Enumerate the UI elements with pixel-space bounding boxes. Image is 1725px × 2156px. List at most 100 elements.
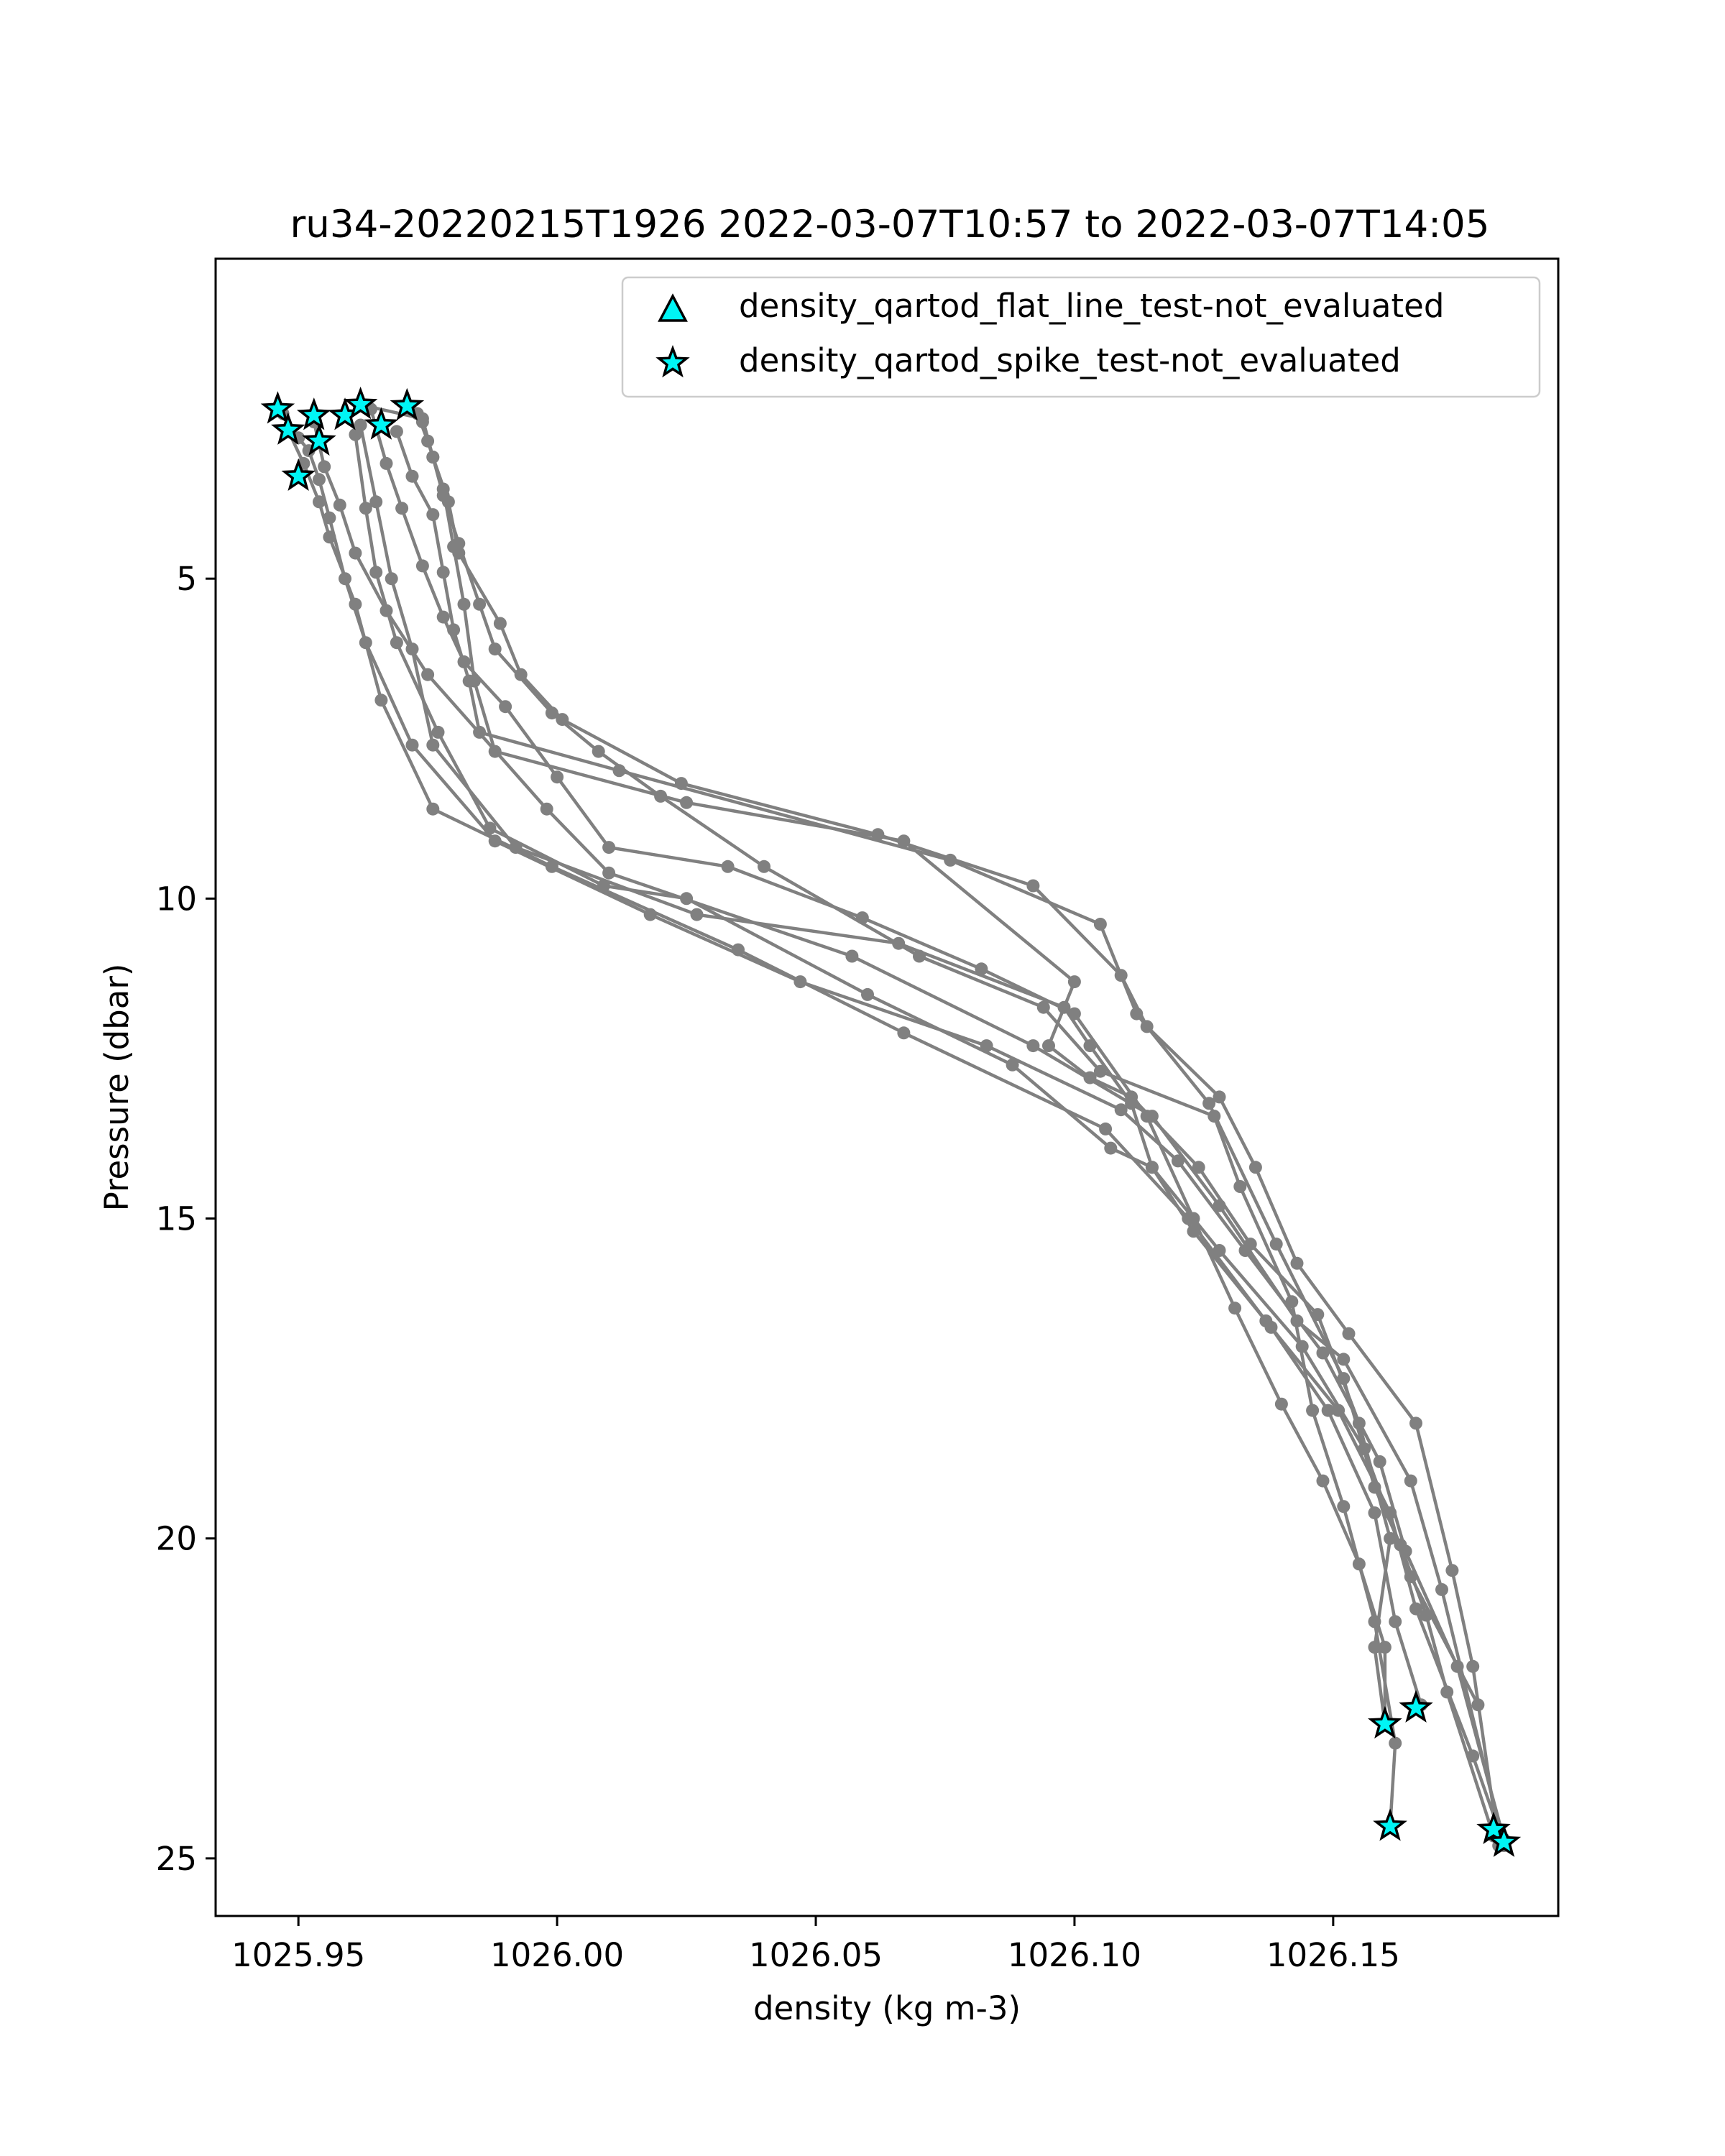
chart-title: ru34-20220215T1926 2022-03-07T10:57 to 2…	[290, 203, 1490, 247]
profile-point	[380, 456, 393, 470]
profile-point	[1378, 1641, 1392, 1654]
profile-point	[556, 713, 569, 727]
profile-point	[1042, 1039, 1055, 1053]
star-marker-icon	[656, 344, 690, 378]
profile-point	[1140, 1110, 1154, 1123]
profile-point	[1248, 1161, 1262, 1174]
y-axis-label: Pressure (dbar)	[98, 964, 136, 1212]
profile-line	[354, 434, 1423, 1705]
profile-point	[313, 495, 326, 509]
y-axis-ticks: 5 10 15 20 25	[156, 560, 216, 1878]
profile-point	[1036, 1000, 1050, 1014]
profile-point	[1435, 1583, 1448, 1596]
y-tick-label: 25	[156, 1840, 197, 1878]
legend-label-spike: density_qartod_spike_test-not_evaluated	[739, 341, 1401, 379]
profile-point	[1104, 1141, 1118, 1155]
profile-point	[1114, 1103, 1128, 1117]
profile-point	[1404, 1474, 1417, 1488]
profile-point	[1316, 1474, 1330, 1488]
profile-point	[1192, 1161, 1205, 1174]
profile-point	[1213, 1090, 1226, 1104]
profile-point	[1420, 1608, 1433, 1622]
profile-point	[1026, 879, 1040, 893]
profile-point	[1213, 1244, 1226, 1257]
series-layer	[276, 399, 1511, 1853]
profile-point	[395, 502, 409, 515]
spike-test-star-marker	[390, 387, 425, 421]
profile-point	[452, 546, 466, 560]
profile-point	[369, 495, 383, 509]
profile-point	[758, 860, 770, 873]
spike-test-star-marker	[271, 412, 305, 445]
profile-point	[1125, 1090, 1138, 1104]
profile-point	[1093, 918, 1107, 931]
profile-point	[1114, 969, 1128, 982]
profile-point	[318, 460, 331, 474]
profile-series-10	[359, 399, 1506, 1853]
x-axis-label: density (kg m-3)	[753, 1989, 1021, 2027]
profile-point	[405, 642, 419, 656]
profile-point	[861, 987, 874, 1001]
profile-point	[354, 418, 367, 432]
profile-point	[359, 502, 372, 515]
profile-point	[426, 738, 440, 752]
profile-point	[1099, 1122, 1113, 1135]
profile-point	[349, 597, 362, 611]
profile-point	[871, 828, 885, 842]
spike-test-star-marker	[1373, 1808, 1407, 1841]
profile-point	[1233, 1180, 1247, 1193]
spike-test-star-marker	[1486, 1824, 1522, 1857]
profile-point	[1285, 1295, 1299, 1309]
profile-point	[1290, 1256, 1304, 1270]
profile-point	[680, 796, 694, 809]
profile-point	[441, 495, 455, 509]
profile-point	[390, 636, 403, 650]
profile-series-6	[364, 402, 1392, 1731]
profile-point	[436, 566, 450, 579]
profile-point	[1264, 1320, 1278, 1334]
profile-point	[980, 1039, 993, 1053]
profile-point	[1202, 1097, 1216, 1110]
profile-point	[323, 530, 336, 544]
spike-test-star-marker	[260, 391, 295, 424]
spike-test-star-marker	[364, 407, 399, 440]
profile-point	[457, 597, 471, 611]
profile-point	[431, 725, 445, 739]
profile-point	[551, 770, 564, 784]
profile-point	[654, 789, 668, 803]
profile-point	[313, 473, 326, 487]
profile-point	[690, 908, 704, 921]
profile-point	[1208, 1110, 1221, 1123]
profile-point	[390, 425, 403, 438]
profile-point	[1445, 1564, 1459, 1577]
profile-point	[1140, 1020, 1154, 1033]
profile-point	[488, 745, 502, 758]
profile-point	[385, 572, 398, 586]
y-tick-label: 20	[156, 1520, 197, 1558]
profile-point	[592, 745, 605, 758]
profile-point	[1409, 1602, 1422, 1616]
y-tick-label: 15	[156, 1200, 197, 1238]
profile-point	[1466, 1659, 1480, 1673]
profile-point	[1321, 1404, 1335, 1417]
legend-label-flat-line: density_qartod_flat_line_test-not_evalua…	[739, 287, 1444, 325]
profile-point	[1228, 1302, 1242, 1315]
profile-point	[602, 866, 616, 880]
profile-point	[1026, 1039, 1040, 1053]
profile-point	[514, 668, 528, 681]
profile-point	[602, 841, 616, 854]
profile-point	[483, 821, 497, 835]
profile-point	[1368, 1506, 1381, 1520]
profile-point	[1389, 1736, 1402, 1750]
profile-point	[1368, 1615, 1381, 1628]
profile-point	[349, 428, 362, 441]
profile-point	[1006, 1058, 1019, 1072]
profile-point	[1373, 1455, 1386, 1468]
legend-box	[621, 276, 1541, 398]
spike-test-star-marker	[302, 423, 336, 456]
profile-point	[1243, 1238, 1257, 1251]
spike-test-star-marker	[1368, 1705, 1402, 1739]
profile-point	[369, 566, 383, 579]
profile-point	[1067, 975, 1081, 989]
